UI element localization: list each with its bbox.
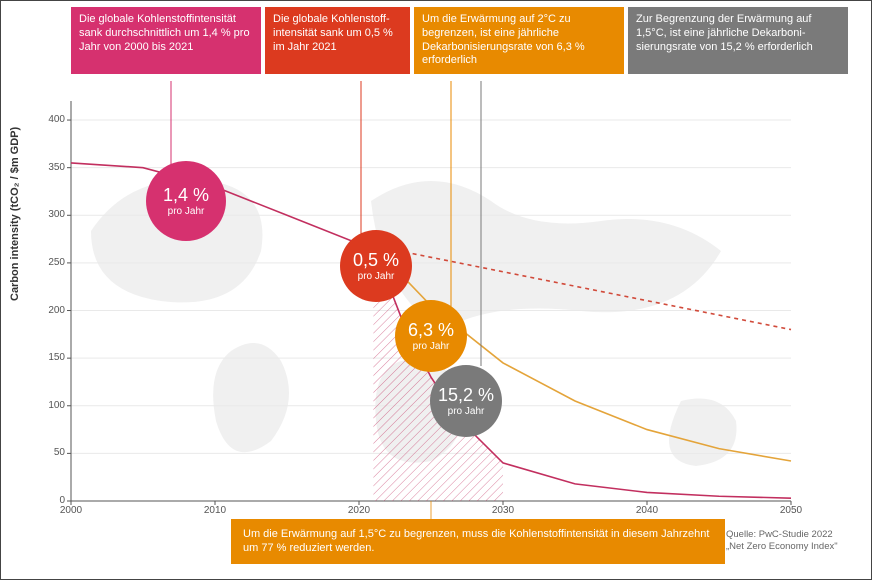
chart-svg [1, 1, 872, 580]
x-tick: 2010 [195, 505, 235, 516]
y-tick: 350 [25, 162, 65, 173]
bottom-callout: Um die Erwärmung auf 1,5°C zu begrenzen,… [231, 519, 725, 564]
bubble-unit: pro Jahr [168, 206, 205, 217]
y-tick: 100 [25, 400, 65, 411]
chart-frame: Die globale Kohlenstoff­intensität sank … [0, 0, 872, 580]
bubble-value: 15,2 % [438, 385, 494, 406]
bubble-value: 1,4 % [163, 185, 209, 206]
bubble-2: 6,3 %pro Jahr [395, 300, 467, 372]
x-tick: 2050 [771, 505, 811, 516]
y-tick: 200 [25, 305, 65, 316]
bubble-unit: pro Jahr [448, 406, 485, 417]
source-line1: Quelle: PwC-Studie 2022 [726, 529, 833, 540]
source-line2: „Net Zero Economy Index" [726, 541, 838, 552]
bubble-unit: pro Jahr [358, 271, 395, 282]
x-tick: 2040 [627, 505, 667, 516]
source-credit: Quelle: PwC-Studie 2022 „Net Zero Econom… [726, 529, 838, 554]
bubble-value: 0,5 % [353, 250, 399, 271]
map-shape [213, 343, 289, 452]
map-shape [669, 399, 737, 467]
bubble-1: 0,5 %pro Jahr [340, 230, 412, 302]
bubble-unit: pro Jahr [413, 341, 450, 352]
x-tick: 2030 [483, 505, 523, 516]
bottom-callout-text: Um die Erwärmung auf 1,5°C zu begrenzen,… [243, 528, 709, 554]
y-tick: 300 [25, 209, 65, 220]
y-tick: 250 [25, 257, 65, 268]
y-tick: 50 [25, 447, 65, 458]
y-tick: 150 [25, 352, 65, 363]
bubble-3: 15,2 %pro Jahr [430, 365, 502, 437]
y-tick: 400 [25, 114, 65, 125]
bubble-value: 6,3 % [408, 320, 454, 341]
bubble-0: 1,4 %pro Jahr [146, 161, 226, 241]
x-tick: 2020 [339, 505, 379, 516]
x-tick: 2000 [51, 505, 91, 516]
